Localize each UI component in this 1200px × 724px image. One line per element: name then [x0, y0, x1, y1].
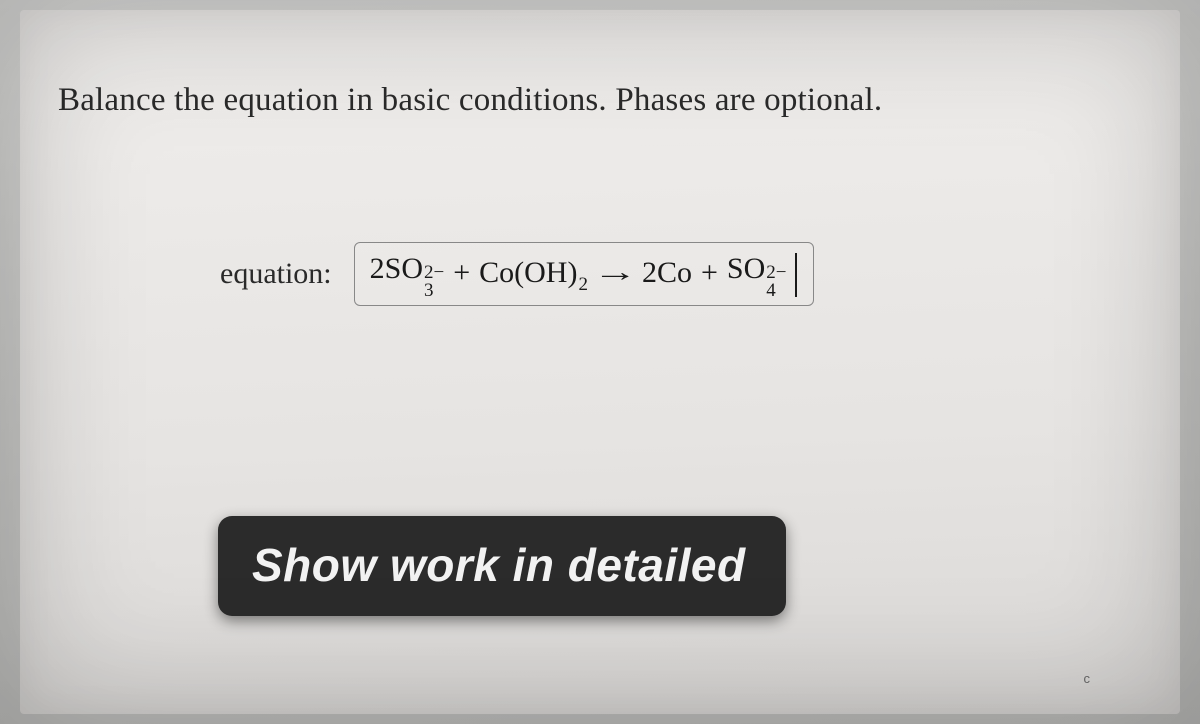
base: SO	[385, 252, 423, 286]
equation-label: equation:	[220, 257, 332, 291]
show-work-callout: Show work in detailed	[218, 516, 786, 616]
coef: 2	[370, 252, 385, 286]
reaction-arrow-icon: →	[593, 257, 638, 289]
equation-input[interactable]: 2SO2−3 + Co(OH)2 → 2Co + SO2−4	[354, 242, 815, 306]
lhs-term-1: 2SO2−3	[370, 252, 445, 295]
plus: +	[453, 256, 470, 290]
coef: 2	[642, 256, 657, 290]
lhs-term-2: Co(OH)2	[479, 256, 588, 290]
instruction-text: Balance the equation in basic conditions…	[58, 82, 882, 119]
charge-subscript: 2−4	[766, 268, 786, 297]
charge-subscript: 2−3	[424, 268, 444, 297]
question-panel: Balance the equation in basic conditions…	[20, 10, 1180, 714]
base: Co	[657, 256, 692, 290]
base: SO	[727, 252, 765, 286]
plus: +	[701, 256, 718, 290]
corner-mark: c	[1084, 671, 1091, 686]
equation-row: equation: 2SO2−3 + Co(OH)2 → 2Co + SO2−4	[220, 242, 814, 306]
rhs-term-2: SO2−4	[727, 252, 787, 295]
base: Co(OH)	[479, 256, 577, 290]
subscript: 2	[578, 274, 588, 296]
text-cursor-icon	[795, 253, 797, 297]
rhs-term-1: 2Co	[642, 256, 692, 290]
